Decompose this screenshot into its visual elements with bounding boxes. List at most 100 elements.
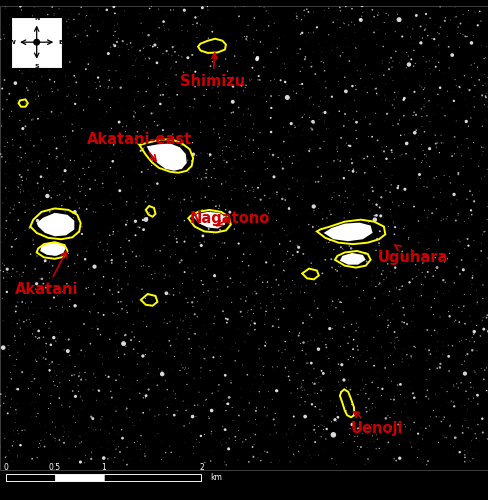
Point <box>328 42 336 50</box>
Point <box>391 334 399 342</box>
Point <box>227 195 235 203</box>
Point <box>173 226 181 234</box>
Point <box>2 224 10 232</box>
Point <box>240 123 248 131</box>
Point <box>12 400 20 407</box>
Point <box>314 345 322 353</box>
Point <box>113 20 121 28</box>
Point <box>299 182 306 190</box>
Point <box>20 318 28 326</box>
Point <box>76 392 84 400</box>
Point <box>295 330 303 338</box>
Point <box>268 396 276 404</box>
Point <box>467 74 474 82</box>
Point <box>420 26 427 34</box>
Point <box>252 26 260 34</box>
Point <box>140 143 148 151</box>
Point <box>59 367 66 375</box>
Point <box>122 201 130 209</box>
Point <box>424 262 432 270</box>
Point <box>230 225 238 233</box>
Point <box>17 144 24 152</box>
Point <box>133 438 141 446</box>
Point <box>466 383 474 391</box>
Point <box>28 78 36 86</box>
Point <box>262 272 269 280</box>
Point <box>231 416 239 424</box>
Point <box>76 228 83 236</box>
Point <box>422 183 430 191</box>
Point <box>395 59 403 67</box>
Point <box>455 84 463 92</box>
Point <box>158 131 166 139</box>
Point <box>135 157 142 165</box>
Point <box>210 129 218 137</box>
Point <box>326 210 334 218</box>
Point <box>356 16 364 24</box>
Point <box>13 234 20 242</box>
Point <box>406 426 413 434</box>
Point <box>52 178 60 186</box>
Point <box>237 210 245 218</box>
Point <box>256 238 264 246</box>
Point <box>34 160 42 168</box>
Point <box>82 376 90 384</box>
Point <box>163 386 171 394</box>
Point <box>0 304 8 312</box>
Point <box>273 44 281 52</box>
Point <box>18 426 26 434</box>
Point <box>346 386 353 394</box>
Point <box>295 223 303 231</box>
Point <box>195 343 203 351</box>
Point <box>421 392 429 400</box>
Point <box>389 396 397 404</box>
Point <box>69 364 77 372</box>
Point <box>242 82 249 90</box>
Point <box>52 17 60 25</box>
Point <box>227 298 235 306</box>
Point <box>272 216 280 224</box>
Point <box>167 84 175 92</box>
Point <box>92 84 100 92</box>
Point <box>52 423 60 431</box>
Point <box>138 141 145 149</box>
Point <box>299 250 306 258</box>
Point <box>227 186 235 194</box>
Point <box>424 206 432 214</box>
Point <box>309 28 317 36</box>
Point <box>241 84 249 92</box>
Point <box>478 316 486 324</box>
Point <box>122 342 130 350</box>
Point <box>251 410 259 418</box>
Point <box>222 406 229 414</box>
Point <box>217 66 224 74</box>
Point <box>255 345 263 353</box>
Point <box>421 424 429 432</box>
Point <box>391 456 399 464</box>
Point <box>398 248 406 256</box>
Point <box>226 136 234 144</box>
Circle shape <box>34 40 40 45</box>
Point <box>345 208 353 216</box>
Point <box>307 327 315 335</box>
Point <box>358 8 366 16</box>
Point <box>55 43 63 51</box>
Point <box>483 435 488 443</box>
Point <box>372 374 380 382</box>
Point <box>203 220 211 228</box>
Point <box>67 137 75 145</box>
Point <box>266 92 274 100</box>
Point <box>138 168 145 176</box>
Point <box>177 256 185 264</box>
Point <box>330 48 338 56</box>
Point <box>431 63 439 71</box>
Point <box>72 268 80 276</box>
Point <box>365 120 372 128</box>
Point <box>1 454 9 462</box>
Point <box>288 54 296 62</box>
Point <box>137 456 145 464</box>
Point <box>306 93 314 101</box>
Point <box>459 180 467 188</box>
Point <box>340 102 348 110</box>
Point <box>28 31 36 39</box>
